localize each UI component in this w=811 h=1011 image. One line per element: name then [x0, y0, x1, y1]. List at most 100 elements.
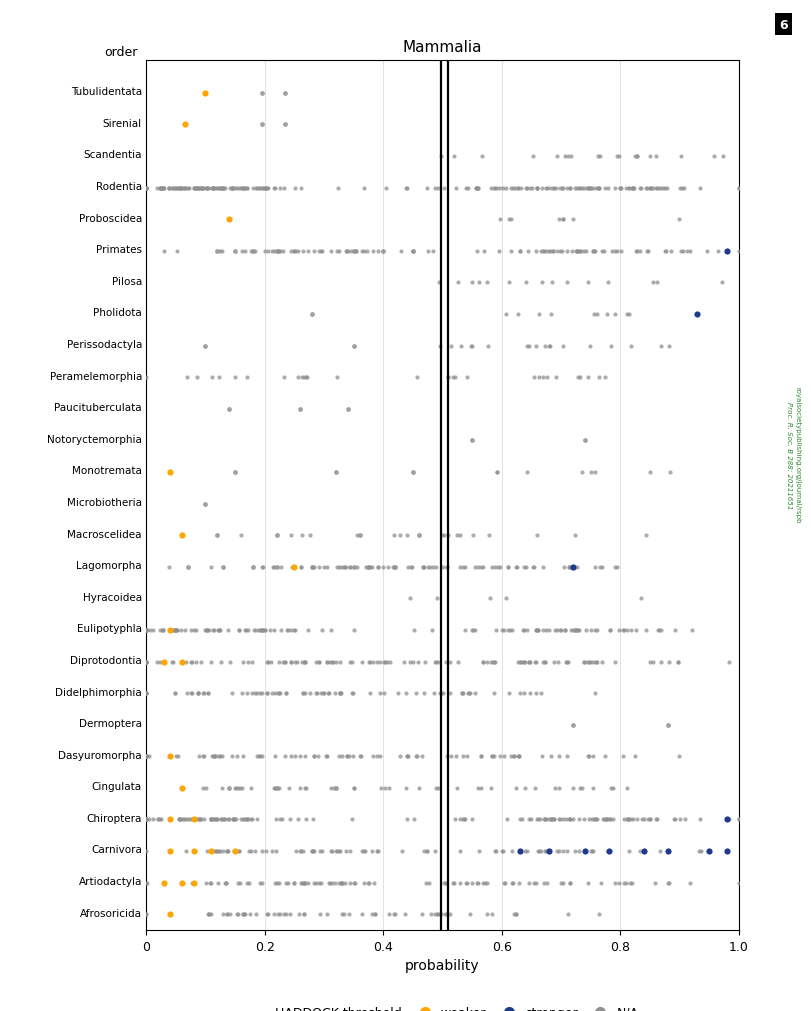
- Point: [345, 654, 358, 670]
- Point: [162, 180, 175, 196]
- Point: [167, 622, 180, 638]
- Point: [267, 780, 280, 797]
- Point: [143, 622, 156, 638]
- Point: [150, 180, 163, 196]
- Point: [139, 180, 152, 196]
- Point: [693, 812, 706, 828]
- Point: [139, 812, 152, 828]
- Point: [642, 654, 655, 670]
- Point: [548, 622, 561, 638]
- Point: [500, 812, 513, 828]
- Point: [637, 843, 650, 859]
- Point: [438, 906, 451, 922]
- Point: [141, 622, 154, 638]
- Point: [294, 180, 307, 196]
- Point: [550, 843, 563, 859]
- Point: [493, 559, 506, 575]
- Point: [607, 180, 620, 196]
- Point: [191, 685, 204, 702]
- Point: [363, 685, 375, 702]
- Point: [272, 685, 285, 702]
- Point: [500, 622, 513, 638]
- Point: [245, 780, 258, 797]
- Point: [434, 906, 447, 922]
- Point: [440, 559, 453, 575]
- Point: [530, 622, 543, 638]
- Point: [298, 685, 311, 702]
- Point: [564, 244, 577, 260]
- Point: [544, 812, 557, 828]
- Point: [267, 244, 280, 260]
- Point: [424, 906, 437, 922]
- Point: [397, 654, 410, 670]
- Point: [660, 717, 673, 733]
- Point: [186, 685, 199, 702]
- Point: [240, 875, 253, 891]
- Point: [242, 906, 255, 922]
- Point: [496, 843, 509, 859]
- Point: [470, 244, 483, 260]
- Point: [472, 843, 485, 859]
- Point: [453, 875, 466, 891]
- Point: [502, 212, 515, 228]
- Point: [550, 244, 563, 260]
- Point: [455, 685, 468, 702]
- Point: [195, 180, 208, 196]
- Point: [139, 180, 152, 196]
- Point: [506, 875, 519, 891]
- Point: [206, 748, 219, 764]
- Point: [690, 306, 703, 323]
- Point: [206, 180, 219, 196]
- Point: [682, 244, 695, 260]
- Point: [484, 780, 497, 797]
- Point: [515, 812, 528, 828]
- Point: [551, 843, 564, 859]
- Point: [336, 875, 349, 891]
- Point: [315, 685, 328, 702]
- Point: [639, 180, 652, 196]
- Point: [625, 180, 638, 196]
- Point: [347, 244, 360, 260]
- Point: [437, 528, 450, 544]
- Point: [342, 748, 355, 764]
- Point: [237, 906, 250, 922]
- Point: [327, 654, 340, 670]
- Point: [139, 180, 152, 196]
- Point: [212, 875, 225, 891]
- Point: [429, 780, 442, 797]
- Point: [139, 654, 152, 670]
- Point: [512, 748, 525, 764]
- Point: [468, 685, 481, 702]
- Point: [265, 843, 278, 859]
- Point: [252, 180, 265, 196]
- Point: [204, 812, 217, 828]
- Point: [139, 180, 152, 196]
- Point: [222, 780, 235, 797]
- Point: [153, 812, 166, 828]
- Point: [294, 843, 307, 859]
- Point: [410, 748, 423, 764]
- Point: [204, 654, 217, 670]
- Point: [307, 875, 320, 891]
- Point: [298, 748, 311, 764]
- Point: [229, 244, 242, 260]
- Point: [590, 812, 603, 828]
- Point: [538, 339, 551, 355]
- Point: [451, 654, 464, 670]
- Point: [612, 180, 625, 196]
- Point: [612, 875, 625, 891]
- Point: [169, 748, 182, 764]
- Point: [522, 654, 535, 670]
- Point: [252, 622, 265, 638]
- Point: [217, 559, 230, 575]
- Point: [212, 843, 225, 859]
- Point: [365, 906, 378, 922]
- Point: [378, 654, 391, 670]
- Point: [495, 622, 508, 638]
- Point: [307, 748, 320, 764]
- Point: [547, 654, 560, 670]
- Point: [537, 812, 550, 828]
- Point: [280, 622, 293, 638]
- Point: [667, 812, 680, 828]
- Point: [530, 339, 543, 355]
